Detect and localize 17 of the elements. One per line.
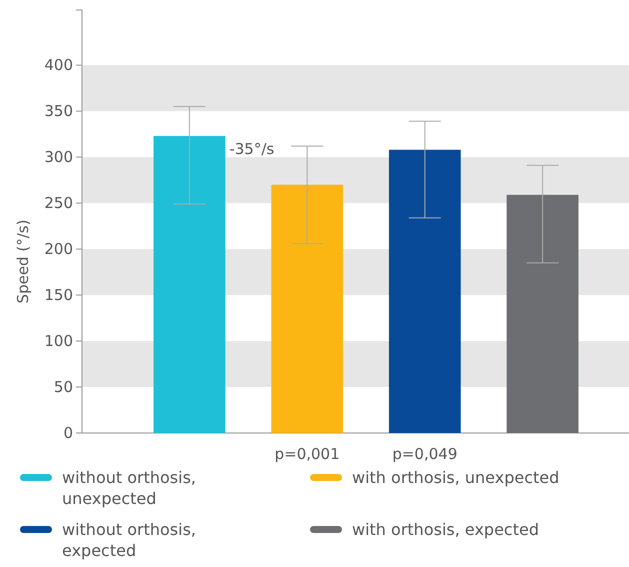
y-tick-label: 0 (63, 424, 73, 442)
y-tick-label: 200 (44, 240, 73, 258)
y-axis-title: Speed (°/s) (14, 220, 32, 304)
legend-label: with orthosis, unexpected (352, 468, 560, 487)
y-tick-label: 150 (44, 286, 73, 304)
legend-label: without orthosis, expected (62, 520, 196, 560)
legend-label: without orthosis, unexpected (62, 468, 196, 508)
legend-label: with orthosis, expected (352, 520, 539, 539)
y-tick-label: 350 (44, 102, 73, 120)
y-tick-label: 100 (44, 332, 73, 350)
y-tick-label: 250 (44, 194, 73, 212)
annotation: -35°/s (229, 140, 274, 158)
y-tick-label: 300 (44, 148, 73, 166)
text: p=0,049 (392, 445, 458, 463)
text: p=0,001 (274, 445, 340, 463)
y-tick-label: 400 (44, 56, 73, 74)
y-tick-label: 50 (54, 378, 73, 396)
